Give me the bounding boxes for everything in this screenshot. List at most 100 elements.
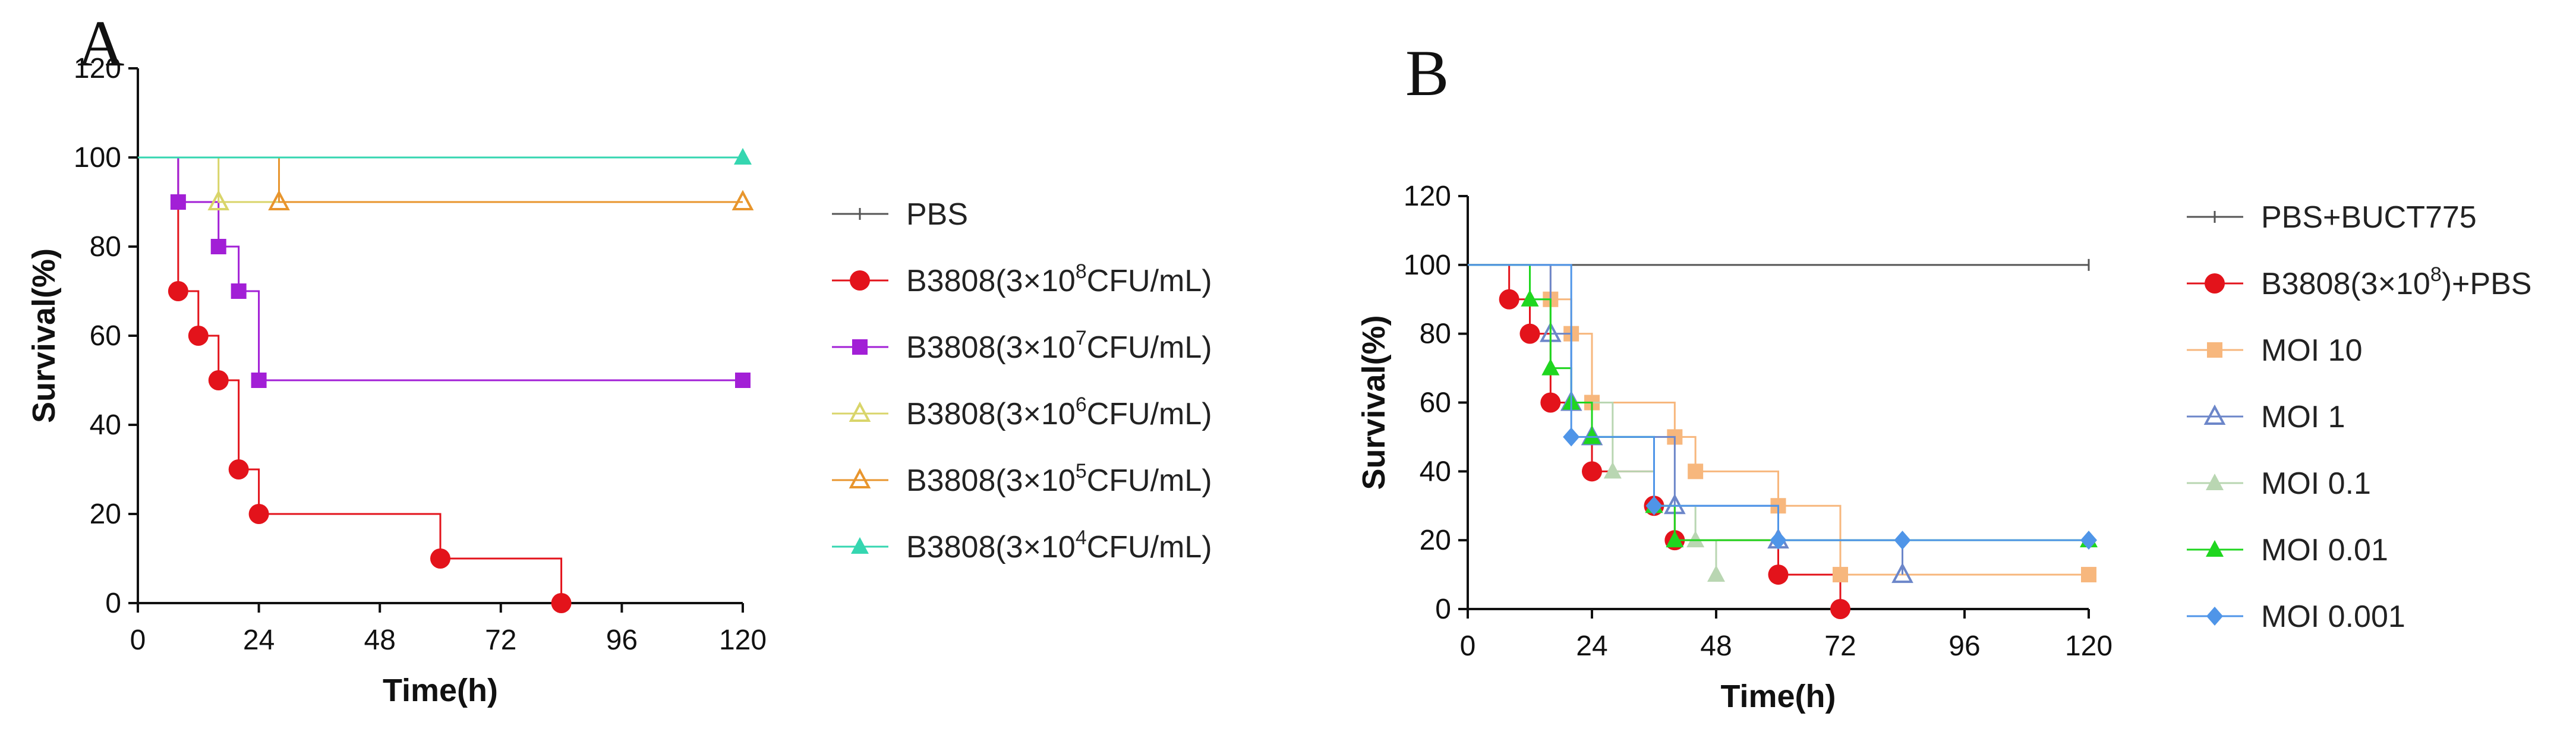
legend-item: MOI 0.1: [2187, 466, 2371, 501]
legend-marker: [851, 537, 869, 554]
x-tick-label: 0: [130, 624, 146, 656]
data-point: [1540, 392, 1561, 413]
legend-text-part: CFU/mL): [1087, 264, 1212, 298]
legend-text-part: B3808(3×10: [906, 463, 1076, 498]
legend-label: B3808(3×104CFU/mL): [906, 526, 1212, 564]
legend-text-part: CFU/mL): [1087, 330, 1212, 365]
y-tick-label: 60: [1420, 387, 1451, 419]
x-tick-label: 48: [364, 624, 396, 656]
data-point: [1894, 531, 1911, 550]
data-point: [1666, 531, 1684, 548]
data-point: [1603, 462, 1622, 479]
data-point: [2080, 531, 2097, 550]
legend-text-part: )+PBS: [2442, 267, 2532, 301]
legend-superscript: 5: [1076, 460, 1087, 482]
series-line: [138, 156, 743, 381]
legend-label: MOI 0.001: [2261, 600, 2405, 634]
data-point: [251, 373, 267, 388]
y-tick-label: 120: [74, 53, 121, 84]
legend-item: MOI 0.001: [2187, 600, 2405, 634]
x-axis-title: Time(h): [1720, 679, 1836, 714]
y-tick-label: 100: [1404, 250, 1451, 281]
data-point: [1768, 564, 1789, 585]
data-point: [1707, 565, 1725, 582]
legend-marker: [2207, 342, 2222, 358]
legend-superscript: 8: [1076, 260, 1087, 283]
legend-text-part: PBS+BUCT775: [2261, 200, 2477, 235]
y-axis-title: Survival(%): [1356, 315, 1392, 490]
y-tick-label: 40: [1420, 456, 1451, 487]
data-point: [1830, 599, 1850, 619]
legend-item: PBS+BUCT775: [2187, 200, 2477, 235]
legend-label: MOI 1: [2261, 400, 2345, 434]
series-2: [1468, 264, 2096, 583]
legend-text-part: MOI 0.001: [2261, 600, 2405, 634]
legend-item: MOI 0.01: [2187, 533, 2388, 567]
legend-item: B3808(3×108)+PBS: [2187, 263, 2531, 301]
legend-item: MOI 10: [2187, 333, 2363, 368]
legend-superscript: 8: [2430, 263, 2442, 286]
data-point: [1645, 496, 1663, 516]
data-point: [268, 190, 290, 210]
legend-item: MOI 1: [2187, 400, 2345, 434]
data-point: [168, 281, 188, 301]
x-tick-label: 48: [1700, 630, 1732, 662]
legend-item: B3808(3×108CFU/mL): [832, 260, 1212, 298]
data-point: [231, 283, 247, 299]
y-tick-label: 80: [90, 231, 121, 263]
x-tick-label: 96: [1948, 630, 1980, 662]
legend-superscript: 6: [1076, 393, 1087, 416]
legend-marker: [850, 270, 870, 291]
data-point: [1499, 289, 1519, 310]
data-point: [1563, 427, 1580, 447]
data-point: [735, 373, 751, 388]
legend-marker: [2206, 607, 2223, 626]
data-point: [1521, 289, 1539, 307]
legend-item: B3808(3×107CFU/mL): [832, 327, 1212, 365]
x-tick-label: 96: [606, 624, 638, 656]
legend-marker: [2206, 474, 2224, 490]
data-point: [210, 239, 226, 254]
data-point: [1688, 463, 1704, 480]
data-point: [1686, 531, 1705, 548]
y-tick-label: 0: [1435, 594, 1451, 625]
x-axis-title: Time(h): [383, 673, 498, 708]
data-point: [551, 593, 572, 613]
data-point: [1519, 323, 1540, 344]
x-tick-label: 120: [719, 624, 767, 656]
x-tick-label: 120: [2065, 630, 2112, 662]
legend-item: B3808(3×104CFU/mL): [832, 526, 1212, 564]
x-tick-label: 72: [1824, 630, 1856, 662]
series-line: [138, 156, 743, 203]
legend-marker: [2205, 273, 2225, 294]
legend-label: MOI 0.01: [2261, 533, 2388, 567]
data-point: [208, 370, 229, 390]
y-axis-title: Survival(%): [26, 248, 62, 423]
data-point: [1770, 531, 1787, 550]
legend-text-part: B3808(3×10: [906, 264, 1076, 298]
x-tick-label: 24: [243, 624, 275, 656]
series-6: [1468, 264, 2097, 550]
series-line: [1468, 264, 2089, 576]
series-5: [138, 148, 752, 165]
y-tick-label: 100: [74, 142, 121, 174]
legend-text-part: CFU/mL): [1087, 397, 1212, 431]
series-2: [138, 156, 751, 388]
data-point: [430, 548, 450, 569]
legend-label: PBS: [906, 197, 968, 232]
legend-label: PBS+BUCT775: [2261, 200, 2477, 235]
legend-text-part: PBS: [906, 197, 968, 232]
y-tick-label: 20: [90, 499, 121, 530]
data-point: [1583, 427, 1601, 444]
data-point: [248, 504, 269, 524]
series-line: [138, 156, 743, 203]
y-tick-label: 120: [1404, 181, 1451, 212]
legend-text-part: B3808(3×10: [906, 397, 1076, 431]
series-1: [138, 156, 572, 613]
legend-text-part: B3808(3×10: [906, 530, 1076, 564]
legend-text-part: MOI 0.1: [2261, 466, 2371, 501]
legend-label: MOI 10: [2261, 333, 2363, 368]
legend-superscript: 4: [1076, 526, 1087, 549]
series-3: [1468, 264, 1913, 583]
